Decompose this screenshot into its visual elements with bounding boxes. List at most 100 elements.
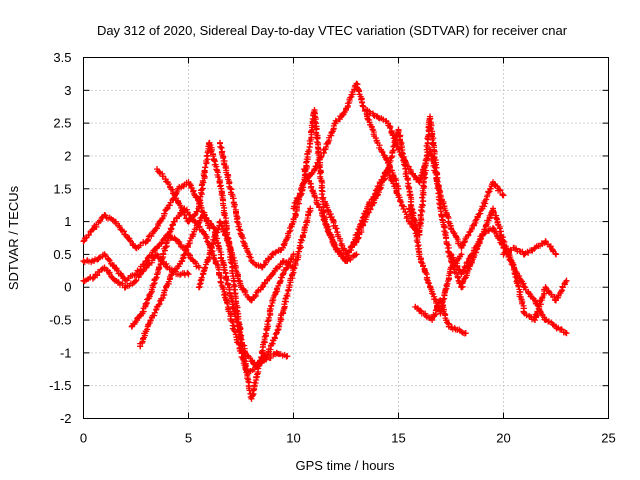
data-point <box>374 192 381 199</box>
data-point <box>563 330 570 337</box>
data-point <box>143 238 150 245</box>
data-point <box>427 284 433 291</box>
data-point <box>427 113 433 120</box>
data-point <box>275 323 282 330</box>
data-point <box>301 166 307 173</box>
data-point <box>128 323 135 330</box>
data-point <box>479 205 486 212</box>
data-point <box>395 126 402 133</box>
data-point <box>553 251 559 258</box>
data-point <box>406 166 412 173</box>
data-point <box>322 146 328 153</box>
data-point <box>490 205 496 212</box>
x-axis-label: GPS time / hours <box>296 458 395 473</box>
data-point <box>217 218 223 225</box>
y-tick-label: -1.5 <box>49 378 71 393</box>
data-point <box>406 218 412 225</box>
data-point <box>284 353 291 360</box>
series-track-7 <box>196 218 297 304</box>
data-point <box>189 231 196 238</box>
data-marks <box>80 80 570 402</box>
series-track-14 <box>448 225 570 337</box>
data-point <box>374 113 381 120</box>
data-point <box>265 349 272 356</box>
data-point <box>196 284 202 291</box>
data-point <box>322 218 328 225</box>
data-point <box>500 192 507 199</box>
y-tick-label: 3 <box>64 83 71 98</box>
data-point <box>259 264 265 271</box>
series-track-15 <box>500 238 559 258</box>
data-point <box>122 231 129 238</box>
data-point <box>406 205 412 212</box>
data-point <box>91 225 97 232</box>
data-point <box>248 257 255 264</box>
data-point <box>385 166 391 173</box>
data-point <box>154 244 160 251</box>
x-tick-label: 15 <box>391 431 405 446</box>
x-tick-label: 25 <box>601 431 615 446</box>
data-point <box>133 277 139 284</box>
data-point <box>500 244 507 251</box>
y-axis: -2 -1.5 -1 -0.5 0 0.5 1 1.5 2 2.5 3 3.5 <box>49 50 609 426</box>
x-axis: 0 5 10 15 20 25 <box>80 57 616 446</box>
data-point <box>133 244 139 251</box>
data-point <box>217 139 223 146</box>
y-tick-label: -0.5 <box>49 313 71 328</box>
data-point <box>280 271 286 278</box>
data-point <box>353 251 360 258</box>
data-point <box>238 336 244 343</box>
data-point <box>175 198 181 205</box>
data-point <box>301 179 307 186</box>
series-track-12 <box>364 107 507 251</box>
y-tick-label: 3.5 <box>53 50 71 65</box>
data-point <box>154 166 160 173</box>
data-point <box>437 205 444 212</box>
data-point <box>101 264 108 271</box>
data-point <box>149 284 156 291</box>
data-point <box>416 251 423 258</box>
y-tick-label: 2.5 <box>53 116 71 131</box>
x-tick-label: 0 <box>80 431 87 446</box>
data-point <box>343 251 349 258</box>
data-point <box>364 212 370 219</box>
data-point <box>385 120 391 127</box>
data-point <box>416 231 423 238</box>
data-point <box>158 297 165 304</box>
data-point <box>238 284 244 291</box>
data-point <box>458 271 465 278</box>
data-point <box>364 113 370 120</box>
data-point <box>269 297 276 304</box>
data-point <box>280 257 286 264</box>
data-point <box>269 271 276 278</box>
data-point <box>164 179 171 186</box>
data-point <box>532 317 538 324</box>
data-point <box>273 349 280 356</box>
data-point <box>406 185 412 192</box>
data-point <box>322 198 328 205</box>
data-point <box>445 323 452 330</box>
data-point <box>395 192 402 199</box>
data-point <box>290 251 297 258</box>
data-point <box>311 107 318 114</box>
data-point <box>462 330 469 337</box>
data-point <box>343 257 349 264</box>
data-point <box>353 238 360 245</box>
data-point <box>168 271 175 278</box>
data-point <box>553 323 559 330</box>
data-point <box>469 257 475 264</box>
data-point <box>521 310 528 317</box>
y-tick-label: 0 <box>64 280 71 295</box>
data-point <box>542 238 549 245</box>
data-point <box>307 205 314 212</box>
data-point <box>490 179 496 186</box>
data-point <box>263 356 270 363</box>
data-point <box>311 192 318 199</box>
data-point <box>179 257 186 264</box>
data-point <box>290 218 297 225</box>
data-point <box>458 251 465 258</box>
data-point <box>112 218 118 225</box>
data-point <box>91 257 97 264</box>
data-point <box>332 244 339 251</box>
data-point <box>458 284 465 291</box>
